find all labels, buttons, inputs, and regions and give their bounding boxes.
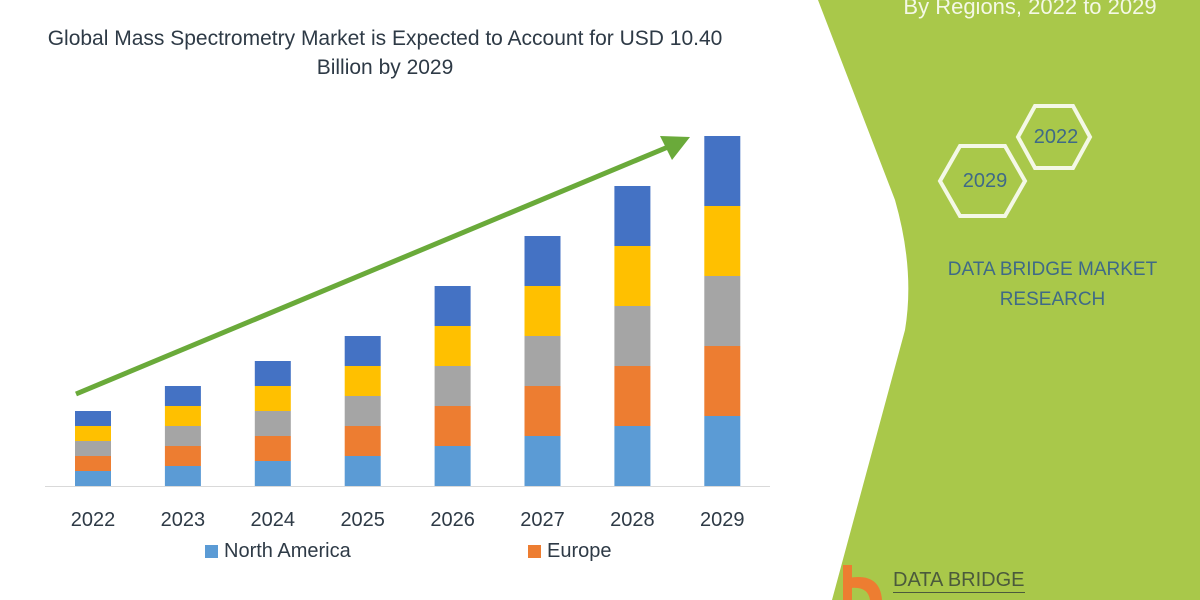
legend-label: Europe bbox=[547, 540, 612, 562]
trend-arrow-line bbox=[75, 144, 669, 397]
brand-name: DATA BRIDGE MARKET RESEARCH bbox=[947, 259, 1158, 310]
bar-segment-2027-europe bbox=[524, 386, 561, 436]
legend-label: North America bbox=[224, 540, 351, 562]
bar-segment-2024-series-4 bbox=[254, 386, 291, 411]
hex-label-2029: 2029 bbox=[962, 170, 1008, 192]
legend-north-america: North America bbox=[205, 540, 351, 563]
bar-segment-2022-series-3 bbox=[75, 441, 111, 456]
trend-arrow-head bbox=[660, 136, 690, 160]
bar-segment-2027-series-5 bbox=[524, 236, 561, 286]
bar-segment-2025-series-5 bbox=[344, 336, 381, 366]
bar-segment-2028-series-4 bbox=[614, 246, 651, 306]
bar-segment-2023-series-4 bbox=[164, 406, 201, 426]
legend-swatch bbox=[205, 545, 218, 558]
bar-segment-2029-series-3 bbox=[704, 276, 741, 346]
bar-segment-2028-series-3 bbox=[614, 306, 651, 366]
hex-label-2022: 2022 bbox=[1033, 126, 1079, 148]
logo-icon bbox=[843, 565, 882, 600]
bar-segment-2026-series-4 bbox=[434, 326, 471, 366]
x-tick-label: 2029 bbox=[700, 509, 745, 531]
x-tick-label: 2024 bbox=[251, 509, 296, 531]
bar-segment-2027-north-america bbox=[524, 436, 561, 486]
x-tick-label: 2026 bbox=[430, 509, 475, 531]
green-panel bbox=[818, 0, 1200, 600]
bar-segment-2029-north-america bbox=[704, 416, 741, 486]
bar-segment-2028-series-5 bbox=[614, 186, 651, 246]
bar-segment-2026-series-5 bbox=[434, 286, 471, 326]
hexagon-2022 bbox=[1015, 104, 1093, 170]
bar-segment-2028-north-america bbox=[614, 426, 651, 486]
x-tick-label: 2027 bbox=[520, 509, 565, 531]
bar-segment-2029-series-4 bbox=[704, 206, 741, 276]
bar-segment-2024-series-3 bbox=[254, 411, 291, 436]
hexagon-2029 bbox=[937, 144, 1028, 218]
bar-segment-2028-europe bbox=[614, 366, 651, 426]
bar-segment-2026-north-america bbox=[434, 446, 471, 486]
bar-segment-2029-europe bbox=[704, 346, 741, 416]
bar-segment-2022-europe bbox=[75, 456, 111, 471]
bar-segment-2024-north-america bbox=[254, 461, 291, 486]
x-tick-label: 2022 bbox=[71, 509, 116, 531]
bar-segment-2023-series-3 bbox=[164, 426, 201, 446]
bar-segment-2025-europe bbox=[344, 426, 381, 456]
bar-segment-2025-series-3 bbox=[344, 396, 381, 426]
bar-segment-2023-series-5 bbox=[164, 386, 201, 406]
bar-segment-2022-series-4 bbox=[75, 426, 111, 441]
bar-segment-2023-north-america bbox=[164, 466, 201, 486]
bar-segment-2027-series-4 bbox=[524, 286, 561, 336]
x-tick-label: 2023 bbox=[161, 509, 206, 531]
x-tick-label: 2028 bbox=[610, 509, 655, 531]
bar-segment-2029-series-5 bbox=[704, 136, 741, 206]
bar-segment-2024-europe bbox=[254, 436, 291, 461]
bar-segment-2026-series-3 bbox=[434, 366, 471, 406]
logo-text: DATA BRIDGE bbox=[893, 569, 1025, 593]
chart-title: Global Mass Spectrometry Market is Expec… bbox=[47, 27, 723, 79]
bar-segment-2025-series-4 bbox=[344, 366, 381, 396]
bar-segment-2025-north-america bbox=[344, 456, 381, 486]
legend-europe: Europe bbox=[528, 540, 612, 563]
x-tick-label: 2025 bbox=[340, 509, 385, 531]
bar-segment-2027-series-3 bbox=[524, 336, 561, 386]
bar-segment-2024-series-5 bbox=[254, 361, 291, 386]
bar-segment-2022-north-america bbox=[75, 471, 111, 486]
legend-swatch bbox=[528, 545, 541, 558]
bar-segment-2022-series-5 bbox=[75, 411, 111, 426]
bar-segment-2026-europe bbox=[434, 406, 471, 446]
bar-segment-2023-europe bbox=[164, 446, 201, 466]
chart-subtitle: By Regions, 2022 to 2029 bbox=[903, 0, 1157, 19]
